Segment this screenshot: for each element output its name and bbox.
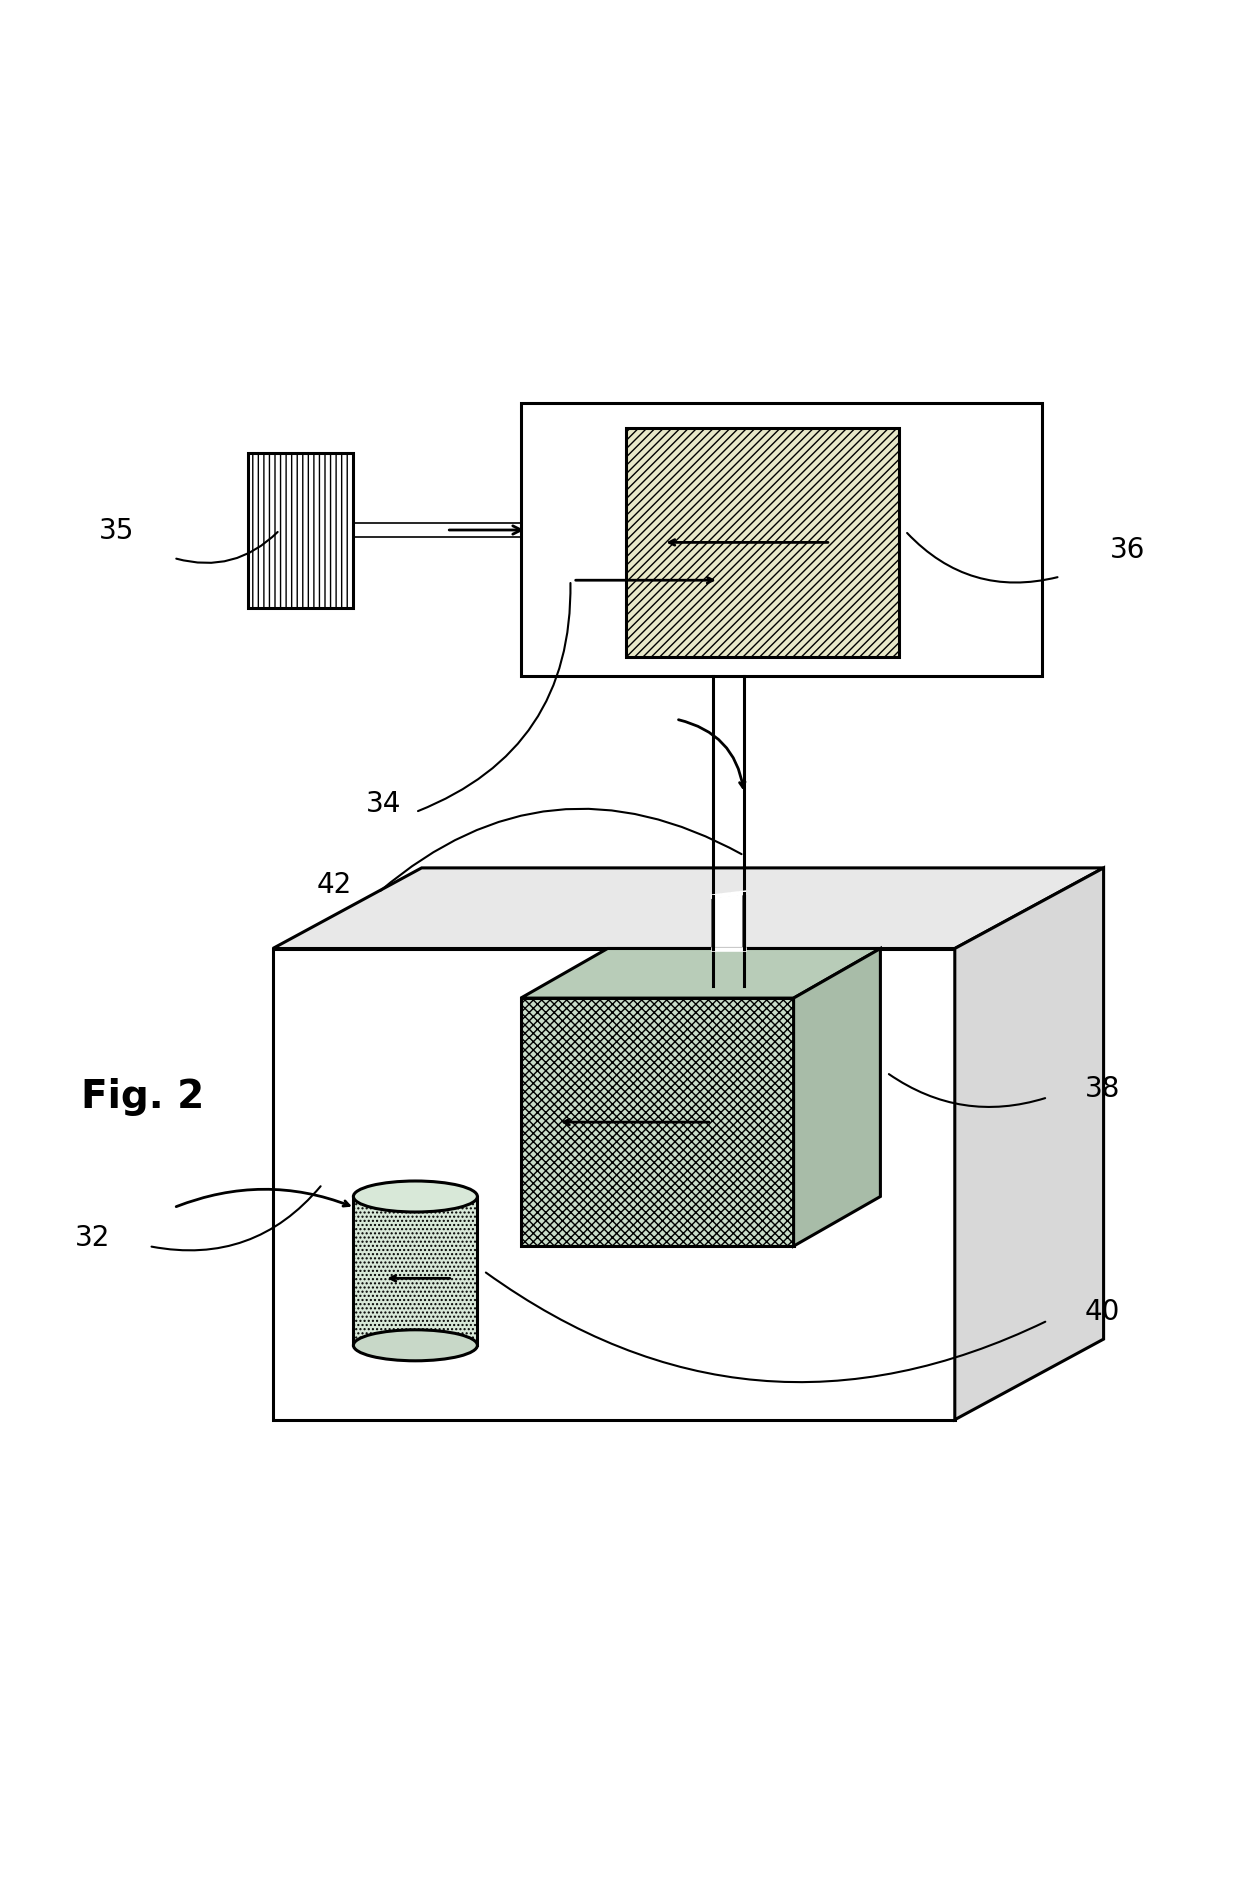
Polygon shape [273,948,955,1419]
Polygon shape [521,948,880,998]
Bar [353,1197,477,1345]
Text: 38: 38 [1085,1076,1121,1104]
Text: 36: 36 [1110,535,1146,563]
Bar [521,402,1042,675]
Ellipse shape [353,1182,477,1212]
Ellipse shape [353,1330,477,1360]
Text: 35: 35 [99,518,135,544]
Polygon shape [273,869,1104,948]
Bar [248,453,353,607]
Bar [713,675,744,986]
Polygon shape [521,998,794,1246]
Polygon shape [955,869,1104,1419]
Text: Fig. 2: Fig. 2 [81,1077,203,1115]
Polygon shape [713,893,744,948]
Text: 34: 34 [366,789,402,818]
Text: 42: 42 [316,871,351,899]
Text: 40: 40 [1085,1299,1121,1326]
Bar [626,427,899,656]
Polygon shape [794,948,880,1246]
Text: 32: 32 [74,1224,110,1252]
